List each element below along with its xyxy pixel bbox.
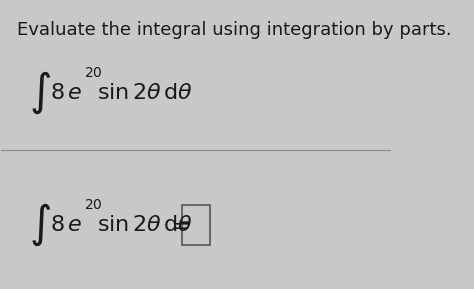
Text: Evaluate the integral using integration by parts.: Evaluate the integral using integration … [17,21,452,39]
Text: $\sin 2\theta\,\mathrm{d}\theta$: $\sin 2\theta\,\mathrm{d}\theta$ [97,82,193,104]
Text: $20$: $20$ [84,66,103,80]
Text: $8\,e$: $8\,e$ [50,82,82,104]
Text: $8\,e$: $8\,e$ [50,214,82,236]
Bar [182,205,210,245]
Text: $\sin 2\theta\,\mathrm{d}\theta$: $\sin 2\theta\,\mathrm{d}\theta$ [97,214,193,236]
Text: $=$: $=$ [167,214,190,236]
Text: $\int$: $\int$ [28,70,51,116]
Text: $\int$: $\int$ [28,201,51,248]
Text: $20$: $20$ [84,198,103,212]
